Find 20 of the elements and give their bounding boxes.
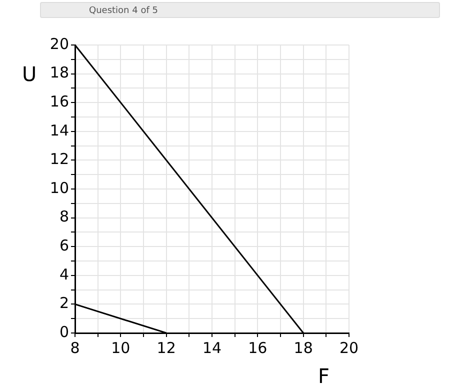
y-tick-label: 4 bbox=[59, 265, 69, 284]
y-tick-label: 12 bbox=[50, 150, 69, 168]
y-tick-label: 20 bbox=[50, 34, 69, 53]
y-tick-label: 6 bbox=[59, 236, 69, 254]
text: Question 4 of 5 bbox=[40, 2, 440, 18]
x-tick-label: 12 bbox=[156, 338, 176, 357]
x-tick-label: 16 bbox=[248, 338, 268, 357]
x-tick-label: 10 bbox=[111, 338, 130, 357]
y-tick-label: 16 bbox=[50, 92, 69, 110]
y-tick-label: 8 bbox=[59, 208, 69, 226]
y-tick-label: 14 bbox=[50, 121, 69, 140]
y-tick-label: 2 bbox=[59, 294, 69, 312]
y-axis-title: U bbox=[22, 62, 37, 86]
x-tick-label: 20 bbox=[339, 338, 359, 357]
y-tick-label: 18 bbox=[50, 64, 69, 82]
x-axis-title: F bbox=[318, 364, 330, 388]
y-tick-label: 0 bbox=[59, 322, 69, 341]
y-tick-label: 10 bbox=[50, 178, 69, 197]
x-tick-label: 18 bbox=[294, 338, 313, 357]
x-tick-label: 14 bbox=[202, 338, 222, 357]
